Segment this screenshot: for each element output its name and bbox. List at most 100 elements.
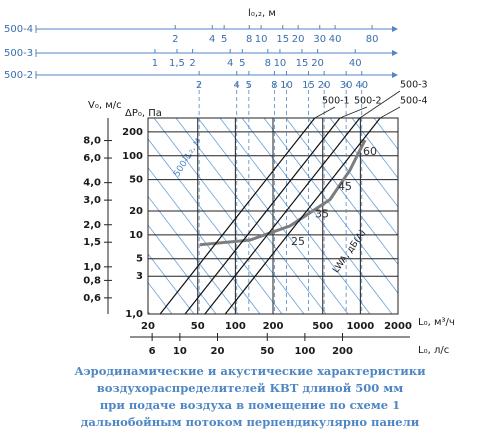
series-label: 500-2 [354,96,382,107]
top-tick-label: 15 [276,34,289,45]
caption: дальнобойным потоком перпендикулярно пан… [81,415,420,429]
x-tick-label: 200 [263,321,284,332]
top-tick-label: 20 [311,58,324,69]
caption: воздухораспределителей КВТ длиной 500 мм [97,381,404,395]
top-axis-label: l₀,₂, м [248,8,276,19]
top-tick-label: 5 [239,58,245,69]
top-tick-label: 30 [313,34,326,45]
isoline [307,118,398,237]
leader [339,106,368,119]
noise-label: LWA, дБ(А) [331,228,368,275]
top-tick-label: 20 [292,34,305,45]
isoline [241,118,393,314]
isoline [153,118,305,314]
series-label: 500-4 [400,96,428,107]
v-tick-label: 6,0 [83,153,101,164]
v-tick-label: 3,0 [83,195,101,206]
isolines [0,118,398,314]
leader [314,106,336,119]
top-axis-name: 500-3 [4,48,33,59]
x2-tick-label: 50 [260,346,274,357]
v-tick-label: 8,0 [83,136,101,147]
top-tick-label: 10 [255,34,268,45]
isoline [329,118,398,208]
top-tick-label: 15 [296,58,309,69]
isoline [148,138,283,314]
v-tick-label: 0,8 [83,275,101,286]
isoline [148,195,239,314]
y-tick-label: 3 [136,271,143,282]
v-tick-label: 1,0 [83,262,101,273]
isoline [219,118,371,314]
x2-tick-label: 6 [149,346,156,357]
y-tick-label: 1,0 [125,309,143,320]
isoline [148,224,217,314]
top-tick-label: 1,5 [169,58,185,69]
top-axis-name: 500-4 [4,24,33,35]
top-axis-name: 500-2 [4,70,33,81]
top-tick-label: 2 [189,58,195,69]
v-tick-label: 0,6 [83,293,101,304]
leader [379,106,401,119]
isoline [148,253,195,314]
top-tick-label: 4 [227,58,233,69]
top-tick-label: 40 [329,34,342,45]
y-tick-label: 100 [122,151,143,162]
plot-frame [147,117,399,315]
x-axis-label: L₀, м³/ч [418,317,455,328]
noise-level-label: 60 [363,145,377,158]
top-axis-arrow [392,50,398,56]
x2-tick-label: 10 [173,346,187,357]
top-tick-label: 2 [172,34,178,45]
y-tick-label: 200 [122,127,143,138]
top-axis-arrow [392,26,398,32]
performance-line [224,117,381,315]
y-tick-label: 50 [129,175,143,186]
x-tick-label: 100 [225,321,246,332]
x2-axis-label: L₀, л/с [418,345,449,356]
top-axis-arrow [392,72,398,78]
noise-level-label: 35 [315,208,329,221]
v-tick-label: 1,5 [83,237,101,248]
top-tick-label: 8 [246,34,252,45]
top-tick-label: 40 [349,58,362,69]
noise-level-label: 25 [291,235,305,248]
top-tick-label: 4 [209,34,215,45]
series-label: 500-1 [322,96,350,107]
top-tick-label: 80 [366,34,379,45]
performance-line [204,117,361,315]
x2-tick-label: 200 [332,346,353,357]
y-tick-label: 20 [129,206,143,217]
isoline [351,118,398,179]
top-tick-label: 10 [274,58,287,69]
top-tick-label: 8 [265,58,271,69]
leader [359,90,401,119]
x2-tick-label: 100 [294,346,315,357]
caption: при подаче воздуха в помещение по схеме … [100,398,400,412]
series-label: 500-3 [400,80,428,91]
top-tick-label: 5 [221,34,227,45]
isoline [0,118,128,314]
isoline [175,118,327,314]
x-tick-label: 50 [191,321,205,332]
y-axis-label: ΔP₀, Па [125,108,162,119]
performance-line [184,117,341,315]
noise-level-label: 45 [338,180,352,193]
x-tick-label: 2000 [384,321,412,332]
x2-tick-label: 20 [211,346,225,357]
v-axis-label: V₀, м/с [88,100,122,111]
performance-line [159,117,316,315]
v-tick-label: 2,0 [83,220,101,231]
top-tick-label: 1 [152,58,158,69]
isoline [285,118,398,266]
noise-curve [199,139,367,247]
x-tick-label: 1000 [346,321,374,332]
isoline [373,118,398,151]
x-tick-label: 500 [312,321,333,332]
caption: Аэродинамические и акустические характер… [74,364,426,378]
y-tick-label: 10 [129,230,143,241]
x-tick-label: 20 [141,321,155,332]
y-tick-label: 5 [136,254,143,265]
v-tick-label: 4,0 [83,178,101,189]
